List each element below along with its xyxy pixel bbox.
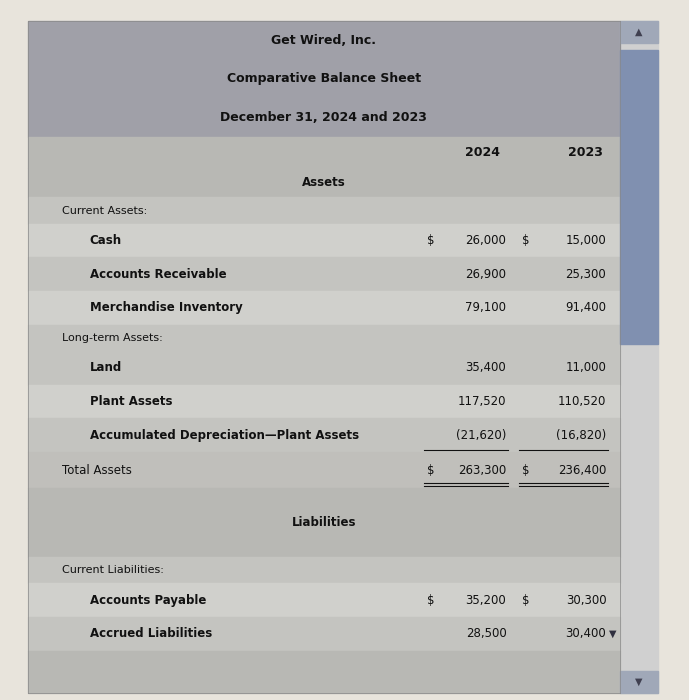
Bar xyxy=(28,21,620,136)
Bar xyxy=(28,419,620,452)
Text: Accounts Receivable: Accounts Receivable xyxy=(90,268,226,281)
Text: 11,000: 11,000 xyxy=(566,361,606,374)
Bar xyxy=(28,136,620,168)
Bar xyxy=(28,650,620,693)
Bar xyxy=(28,557,620,583)
Text: Plant Assets: Plant Assets xyxy=(90,395,172,408)
Text: Current Liabilities:: Current Liabilities: xyxy=(62,565,164,575)
Text: 117,520: 117,520 xyxy=(458,395,506,408)
Text: ▼: ▼ xyxy=(635,677,643,687)
Bar xyxy=(28,617,620,650)
Text: 91,400: 91,400 xyxy=(565,302,606,314)
Text: 35,200: 35,200 xyxy=(466,594,506,607)
Text: Get Wired, Inc.: Get Wired, Inc. xyxy=(271,34,376,47)
Text: $: $ xyxy=(522,463,530,477)
Text: $: $ xyxy=(427,594,435,607)
Text: 15,000: 15,000 xyxy=(566,234,606,247)
Text: 28,500: 28,500 xyxy=(466,627,506,640)
Text: 110,520: 110,520 xyxy=(558,395,606,408)
Text: 79,100: 79,100 xyxy=(465,302,506,314)
Text: 35,400: 35,400 xyxy=(466,361,506,374)
Bar xyxy=(620,50,658,344)
Text: Liabilities: Liabilities xyxy=(291,516,356,529)
Text: $: $ xyxy=(427,234,435,247)
Bar xyxy=(28,197,620,224)
Text: Accumulated Depreciation—Plant Assets: Accumulated Depreciation—Plant Assets xyxy=(90,428,359,442)
Bar xyxy=(28,168,620,197)
Text: Accrued Liabilities: Accrued Liabilities xyxy=(90,627,212,640)
Bar xyxy=(620,671,658,693)
Text: Cash: Cash xyxy=(90,234,122,247)
Text: Total Assets: Total Assets xyxy=(62,463,132,477)
Text: (21,620): (21,620) xyxy=(456,428,506,442)
Text: 30,400: 30,400 xyxy=(566,627,606,640)
Bar xyxy=(28,291,620,325)
Text: (16,820): (16,820) xyxy=(556,428,606,442)
Text: Merchandise Inventory: Merchandise Inventory xyxy=(90,302,243,314)
Bar xyxy=(620,21,658,693)
Text: 2023: 2023 xyxy=(568,146,603,159)
Text: $: $ xyxy=(522,234,530,247)
Bar xyxy=(28,452,620,489)
Bar xyxy=(28,583,620,617)
Bar xyxy=(28,325,620,351)
Text: December 31, 2024 and 2023: December 31, 2024 and 2023 xyxy=(220,111,427,124)
Text: Accounts Payable: Accounts Payable xyxy=(90,594,206,607)
Text: 25,300: 25,300 xyxy=(566,268,606,281)
Text: ▼: ▼ xyxy=(610,629,617,639)
Text: Assets: Assets xyxy=(302,176,346,189)
Text: $: $ xyxy=(427,463,435,477)
Text: 2024: 2024 xyxy=(464,146,500,159)
Bar xyxy=(28,508,620,538)
Bar xyxy=(28,385,620,419)
Text: Long-term Assets:: Long-term Assets: xyxy=(62,333,163,343)
Bar xyxy=(28,489,620,508)
Text: 26,000: 26,000 xyxy=(466,234,506,247)
Text: 30,300: 30,300 xyxy=(566,594,606,607)
Text: Comparative Balance Sheet: Comparative Balance Sheet xyxy=(227,72,421,85)
Bar xyxy=(28,351,620,385)
Bar xyxy=(620,21,658,43)
Bar xyxy=(28,224,620,258)
Text: 263,300: 263,300 xyxy=(458,463,506,477)
Text: 26,900: 26,900 xyxy=(465,268,506,281)
Text: ▲: ▲ xyxy=(635,27,643,37)
Text: Land: Land xyxy=(90,361,122,374)
Text: Current Assets:: Current Assets: xyxy=(62,206,147,216)
Text: 236,400: 236,400 xyxy=(558,463,606,477)
Bar xyxy=(28,538,620,557)
Bar xyxy=(28,258,620,291)
Text: $: $ xyxy=(522,594,530,607)
